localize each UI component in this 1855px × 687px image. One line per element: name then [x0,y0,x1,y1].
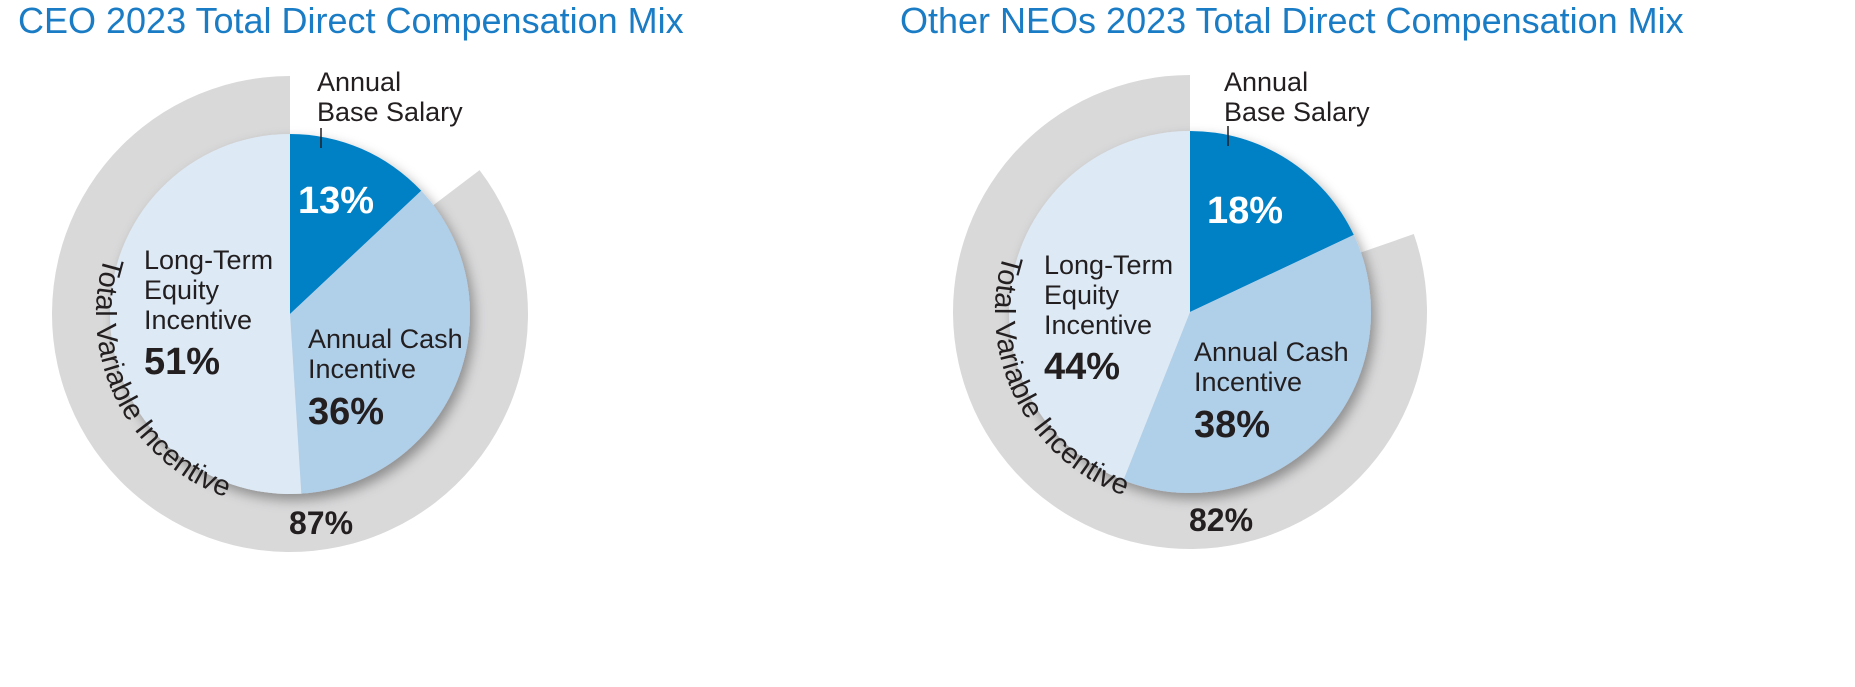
variable-pay-pct: 82% [1189,502,1253,538]
long-term-label-line: Incentive [1044,310,1152,340]
slice-annual-base-salary [1190,131,1354,312]
annual-cash-label: Annual Cash Incentive [1194,337,1349,397]
base-salary-label: Annual Base Salary [1224,67,1370,127]
base-salary-pct: 18% [1207,190,1283,232]
long-term-pct: 51% [144,341,220,383]
pie-group [109,134,471,494]
slice-annual-cash-incentive [1123,234,1371,493]
slice-long-term-equity-incentive [1008,131,1190,481]
slice-annual-cash-incentive [290,190,471,494]
long-term-label-line: Long-Term [144,245,273,275]
base-salary-label-line: Base Salary [1224,97,1370,127]
base-salary-pct: 13% [298,180,374,222]
long-term-label-line: Incentive [144,305,252,335]
chart-title: Other NEOs 2023 Total Direct Compensatio… [900,0,1684,41]
base-salary-label-line: Annual [317,67,401,97]
long-term-label-line: Equity [144,275,220,305]
annual-cash-label: Annual Cash Incentive [308,324,463,384]
slice-long-term-equity-incentive [109,134,302,494]
annual-cash-label-line: Incentive [308,354,416,384]
annual-cash-label-line: Incentive [1194,367,1302,397]
base-salary-label-line: Annual [1224,67,1308,97]
base-salary-label: Annual Base Salary [317,67,463,127]
long-term-label-line: Long-Term [1044,250,1173,280]
slice-annual-base-salary [290,134,422,314]
annual-cash-pct: 38% [1194,404,1270,446]
base-salary-label-line: Base Salary [317,97,463,127]
long-term-label-line: Equity [1044,280,1120,310]
pie-group [1008,131,1371,493]
annual-cash-label-line: Annual Cash [1194,337,1349,367]
annual-cash-pct: 36% [308,391,384,433]
chart-title: CEO 2023 Total Direct Compensation Mix [18,0,684,41]
long-term-label: Long-Term Equity Incentive [1044,250,1173,340]
long-term-pct: 44% [1044,346,1120,388]
long-term-label: Long-Term Equity Incentive [144,245,273,335]
annual-cash-label-line: Annual Cash [308,324,463,354]
variable-pay-pct: 87% [289,505,353,541]
